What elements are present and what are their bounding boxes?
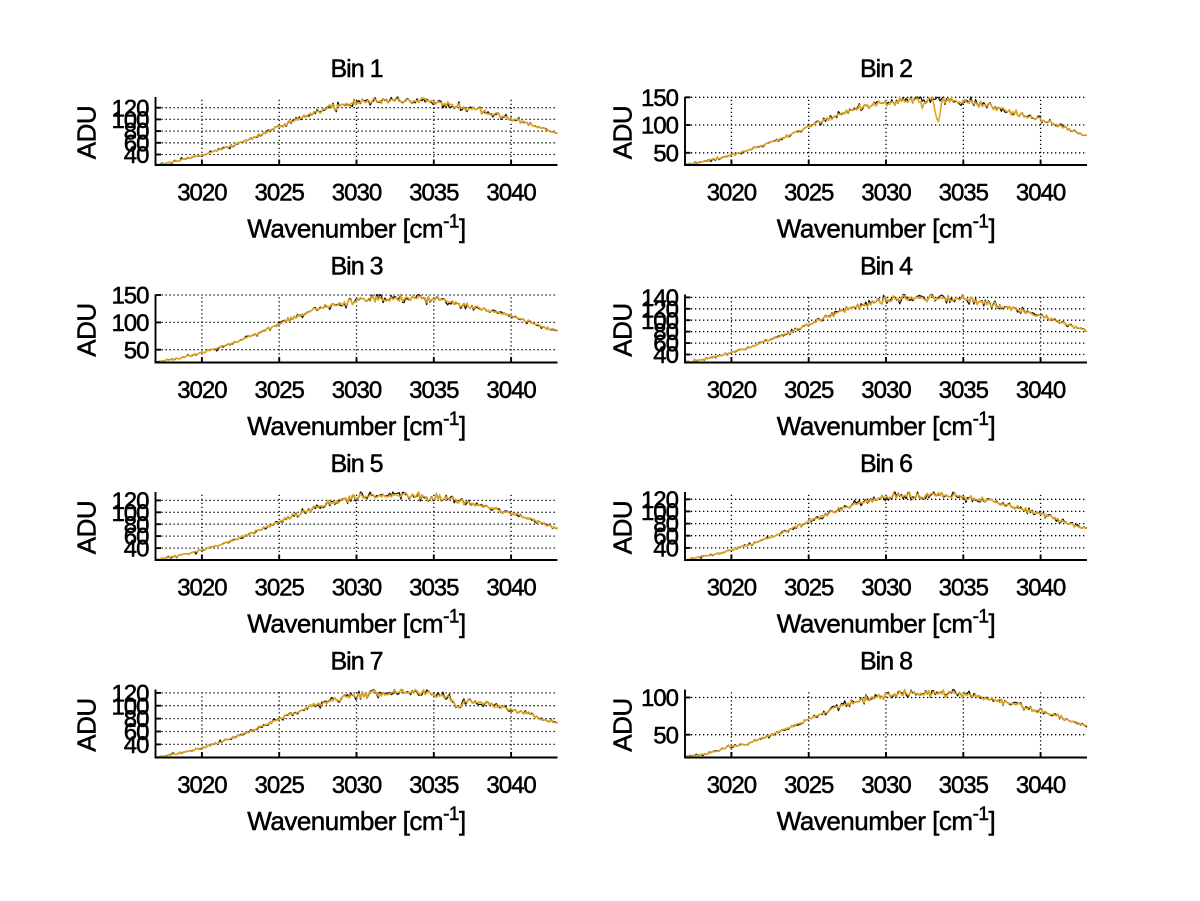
svg-text:60: 60 xyxy=(653,331,678,358)
svg-text:100: 100 xyxy=(641,308,679,335)
svg-text:3030: 3030 xyxy=(861,772,911,799)
svg-text:120: 120 xyxy=(641,296,679,323)
svg-text:Bin 4: Bin 4 xyxy=(860,253,913,281)
svg-text:60: 60 xyxy=(124,719,149,746)
svg-text:3020: 3020 xyxy=(707,575,757,602)
svg-text:80: 80 xyxy=(653,319,678,346)
svg-text:Wavenumber [cm-1]: Wavenumber [cm-1] xyxy=(777,409,995,441)
svg-text:3040: 3040 xyxy=(486,180,536,207)
svg-text:Bin 3: Bin 3 xyxy=(331,253,383,281)
svg-text:Wavenumber [cm-1]: Wavenumber [cm-1] xyxy=(777,804,995,836)
svg-text:3020: 3020 xyxy=(707,180,757,207)
svg-text:100: 100 xyxy=(641,499,679,526)
svg-text:Bin 5: Bin 5 xyxy=(331,450,383,478)
svg-text:3040: 3040 xyxy=(1016,377,1066,404)
svg-text:140: 140 xyxy=(641,285,679,312)
svg-text:50: 50 xyxy=(653,140,678,167)
svg-text:40: 40 xyxy=(124,536,149,563)
svg-text:120: 120 xyxy=(111,681,149,708)
svg-text:3025: 3025 xyxy=(255,772,305,799)
svg-text:3040: 3040 xyxy=(486,377,536,404)
svg-text:3030: 3030 xyxy=(861,377,911,404)
svg-text:3020: 3020 xyxy=(177,575,227,602)
svg-text:150: 150 xyxy=(111,283,149,310)
svg-text:ADU: ADU xyxy=(608,303,638,356)
svg-text:ADU: ADU xyxy=(72,501,102,554)
svg-text:3040: 3040 xyxy=(486,772,536,799)
svg-text:60: 60 xyxy=(124,130,149,157)
svg-text:120: 120 xyxy=(111,95,149,122)
svg-text:3025: 3025 xyxy=(255,180,305,207)
svg-text:Wavenumber [cm-1]: Wavenumber [cm-1] xyxy=(777,606,995,638)
svg-text:3030: 3030 xyxy=(332,575,382,602)
svg-text:Bin 6: Bin 6 xyxy=(860,450,912,478)
svg-text:Bin 8: Bin 8 xyxy=(860,648,912,676)
svg-text:3030: 3030 xyxy=(332,180,382,207)
svg-text:100: 100 xyxy=(641,685,679,712)
svg-text:3040: 3040 xyxy=(1016,575,1066,602)
svg-text:ADU: ADU xyxy=(72,303,102,356)
svg-text:Wavenumber [cm-1]: Wavenumber [cm-1] xyxy=(777,211,995,243)
svg-text:3035: 3035 xyxy=(409,180,459,207)
svg-text:3025: 3025 xyxy=(784,575,834,602)
svg-text:40: 40 xyxy=(653,342,678,369)
svg-text:3025: 3025 xyxy=(255,377,305,404)
svg-text:80: 80 xyxy=(653,511,678,538)
svg-text:Wavenumber [cm-1]: Wavenumber [cm-1] xyxy=(247,804,465,836)
svg-text:ADU: ADU xyxy=(608,501,638,554)
svg-text:80: 80 xyxy=(124,119,149,146)
svg-text:120: 120 xyxy=(641,487,679,514)
svg-text:60: 60 xyxy=(124,524,149,551)
svg-text:100: 100 xyxy=(111,500,149,527)
svg-text:40: 40 xyxy=(124,732,149,759)
svg-text:50: 50 xyxy=(653,722,678,749)
svg-text:3020: 3020 xyxy=(177,772,227,799)
svg-text:3030: 3030 xyxy=(332,377,382,404)
svg-text:Wavenumber [cm-1]: Wavenumber [cm-1] xyxy=(247,409,465,441)
svg-text:100: 100 xyxy=(111,310,149,337)
svg-text:50: 50 xyxy=(124,337,149,364)
svg-text:3025: 3025 xyxy=(784,180,834,207)
svg-text:120: 120 xyxy=(111,488,149,515)
svg-text:3020: 3020 xyxy=(177,180,227,207)
svg-text:100: 100 xyxy=(111,693,149,720)
svg-text:3025: 3025 xyxy=(784,772,834,799)
svg-text:3030: 3030 xyxy=(861,180,911,207)
svg-text:3035: 3035 xyxy=(939,180,989,207)
svg-text:80: 80 xyxy=(124,706,149,733)
svg-text:100: 100 xyxy=(641,113,679,140)
svg-text:3035: 3035 xyxy=(409,377,459,404)
svg-text:3035: 3035 xyxy=(409,772,459,799)
svg-text:3025: 3025 xyxy=(255,575,305,602)
svg-text:3040: 3040 xyxy=(1016,180,1066,207)
svg-text:ADU: ADU xyxy=(72,698,102,751)
svg-text:3035: 3035 xyxy=(409,575,459,602)
svg-text:3020: 3020 xyxy=(177,377,227,404)
svg-text:3035: 3035 xyxy=(939,377,989,404)
svg-text:3020: 3020 xyxy=(707,377,757,404)
svg-text:Bin 2: Bin 2 xyxy=(860,55,912,83)
svg-text:150: 150 xyxy=(641,85,679,112)
svg-text:3025: 3025 xyxy=(784,377,834,404)
svg-text:100: 100 xyxy=(111,107,149,134)
svg-text:40: 40 xyxy=(124,142,149,169)
svg-text:80: 80 xyxy=(124,512,149,539)
svg-text:3040: 3040 xyxy=(486,575,536,602)
svg-text:3030: 3030 xyxy=(332,772,382,799)
svg-text:3030: 3030 xyxy=(861,575,911,602)
svg-text:3035: 3035 xyxy=(939,772,989,799)
svg-text:60: 60 xyxy=(653,523,678,550)
svg-text:3040: 3040 xyxy=(1016,772,1066,799)
svg-text:Bin 7: Bin 7 xyxy=(331,648,383,676)
svg-text:ADU: ADU xyxy=(608,698,638,751)
svg-text:40: 40 xyxy=(653,536,678,563)
svg-text:Bin 1: Bin 1 xyxy=(331,55,383,83)
svg-text:3020: 3020 xyxy=(707,772,757,799)
svg-text:Wavenumber [cm-1]: Wavenumber [cm-1] xyxy=(247,211,465,243)
svg-text:ADU: ADU xyxy=(608,106,638,159)
svg-text:3035: 3035 xyxy=(939,575,989,602)
svg-text:Wavenumber [cm-1]: Wavenumber [cm-1] xyxy=(247,606,465,638)
svg-text:ADU: ADU xyxy=(72,106,102,159)
